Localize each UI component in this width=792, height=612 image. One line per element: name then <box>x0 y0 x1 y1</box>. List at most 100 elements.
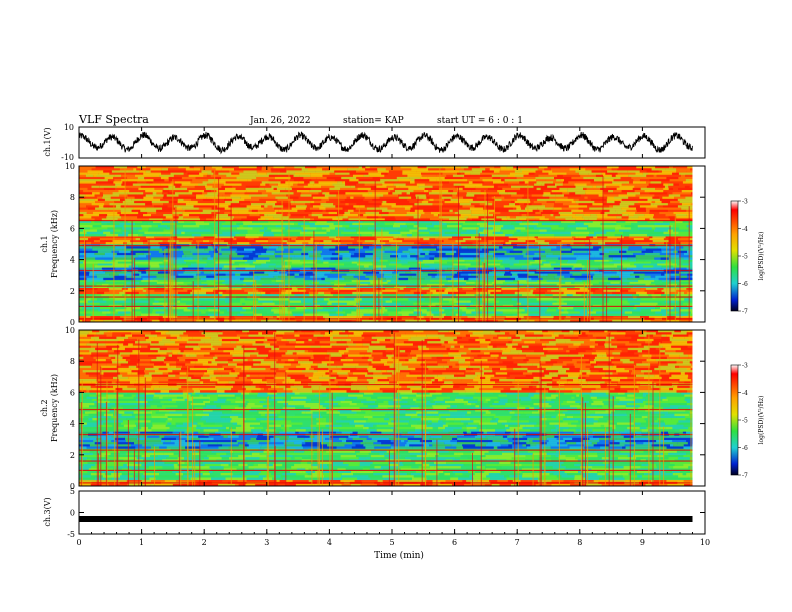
spectrogram-cell <box>135 238 141 241</box>
spectrogram-cell <box>204 190 212 193</box>
spectrogram-cell <box>118 277 134 281</box>
spectrogram-cell <box>79 457 88 460</box>
spectrogram-cell <box>428 192 448 195</box>
spectrogram-cell <box>231 211 239 215</box>
spectrogram-cell <box>336 166 354 169</box>
spectrogram-cell <box>271 279 276 283</box>
spectrogram-cell <box>521 470 539 474</box>
spectrogram-cell <box>535 231 540 235</box>
spectrogram-cell <box>108 454 124 458</box>
spectrogram-cell <box>648 468 654 471</box>
spectrogram-cell <box>407 234 413 237</box>
spectrogram-cell <box>382 216 395 219</box>
spectrogram-cell <box>552 287 560 291</box>
spectrogram-cell <box>307 229 317 232</box>
spectrogram-cell <box>545 250 561 254</box>
spectrogram-cell <box>297 468 306 471</box>
spectrogram-cell <box>542 214 551 217</box>
spectrogram-cell <box>103 319 122 323</box>
spectrogram-cell <box>114 200 123 204</box>
spectrogram-cell <box>271 281 276 285</box>
spectrogram-cell <box>187 283 193 287</box>
spectrogram-cell <box>539 302 553 306</box>
spectrogram-cell <box>591 198 607 202</box>
spectrogram-cell <box>447 279 467 283</box>
spectrogram-cell <box>79 479 97 483</box>
spectrogram-cell <box>309 231 327 235</box>
spectrogram-cell <box>445 214 461 217</box>
spectrogram-cell <box>387 281 400 285</box>
spectrogram-cell <box>494 218 502 221</box>
spectrogram-cell <box>329 225 343 228</box>
spectrogram-cell <box>141 461 148 465</box>
spectrogram-cell <box>304 170 316 173</box>
spectrogram-cell <box>596 311 609 314</box>
spectrogram-cell <box>339 190 358 193</box>
spectrogram-cell <box>137 176 145 180</box>
spectrogram-cell <box>114 248 123 251</box>
spectrogram-cell <box>400 231 412 235</box>
spectrogram-cell <box>114 298 127 301</box>
spectrogram-cell <box>329 187 341 191</box>
spectrogram-cell <box>654 229 668 232</box>
spectrogram-cell <box>291 291 309 295</box>
spectrogram-cell <box>609 250 619 254</box>
spectrogram-cell <box>200 231 208 235</box>
spectrogram-cell <box>629 313 639 317</box>
spectrogram-cell <box>684 291 688 295</box>
spectrogram-cell <box>112 263 124 266</box>
spectrogram-cell <box>91 236 110 239</box>
spectrogram-cell <box>234 261 245 264</box>
spectrogram-cell <box>156 211 173 215</box>
spectrogram-cell <box>645 466 657 469</box>
spectrogram-streak <box>452 242 454 322</box>
spectrogram-cell <box>383 468 401 471</box>
spectrogram-cell <box>456 248 470 251</box>
spectrogram-cell <box>525 479 538 483</box>
spectrogram-cell <box>482 300 499 303</box>
spectrogram-cell <box>645 283 650 287</box>
spectrogram-cell <box>306 307 317 310</box>
spectrogram-streak <box>539 244 541 322</box>
spectrogram-cell <box>673 211 692 215</box>
spectrogram-cell <box>189 470 194 474</box>
spectrogram-cell <box>464 259 481 262</box>
spectrogram-cell <box>563 181 569 184</box>
spectrogram-cell <box>386 200 396 204</box>
spectrogram-cell <box>104 468 114 471</box>
spectrogram-cell <box>278 275 285 279</box>
spectrogram-cell <box>92 468 99 471</box>
spectrogram-cell <box>424 285 431 288</box>
spectrogram-cell <box>657 454 665 458</box>
spectrogram-cell <box>310 187 330 191</box>
spectrogram-cell <box>79 302 87 306</box>
spectrogram-cell <box>175 203 186 206</box>
spectrogram-cell <box>414 209 424 213</box>
spectrogram-cell <box>277 483 287 487</box>
spectrogram-cell <box>615 229 620 232</box>
spectrogram-cell <box>633 238 644 241</box>
spectrogram-cell <box>328 211 337 215</box>
spectrogram-cell <box>196 300 204 303</box>
spectrogram-cell <box>171 170 187 173</box>
spectrogram-cell <box>617 211 623 215</box>
spectrogram-cell <box>538 166 548 169</box>
spectrogram-cell <box>145 179 154 182</box>
spectrogram-cell <box>100 209 110 213</box>
spectrogram-cell <box>267 227 286 230</box>
spectrogram-cell <box>384 311 399 314</box>
spectrogram-cell <box>198 183 207 186</box>
spectrogram-cell <box>89 227 108 230</box>
spectrogram-cell <box>509 172 529 176</box>
spectrogram-cell <box>415 461 423 465</box>
spectrogram-cell <box>308 454 324 458</box>
spectrogram-cell <box>586 187 594 191</box>
spectrogram-cell <box>238 483 246 487</box>
spectrogram-cell <box>282 240 288 243</box>
spectrogram-cell <box>620 289 629 293</box>
spectrogram-cell <box>421 287 429 291</box>
spectrogram-cell <box>561 207 579 210</box>
spectrogram-cell <box>163 298 181 301</box>
spectrogram-cell <box>381 293 392 297</box>
spectrogram-cell <box>398 271 406 274</box>
